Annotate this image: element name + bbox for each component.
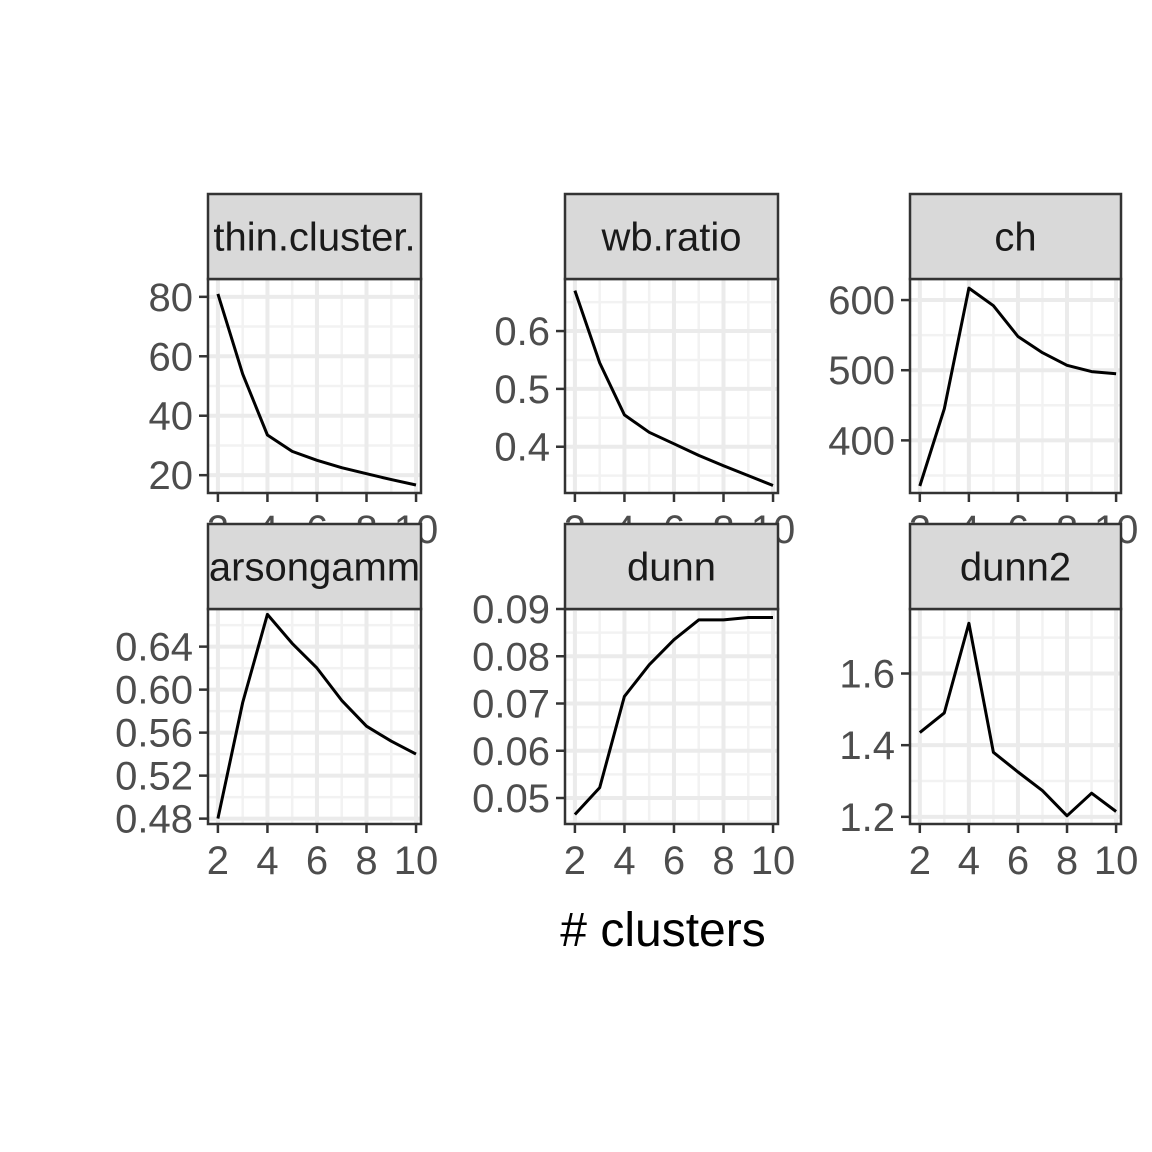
x-tick-label: 6 [1007, 839, 1029, 883]
facet-strip-label: thin.cluster. [213, 216, 415, 260]
facet-strip-label: wb.ratio [600, 216, 741, 260]
y-tick-label: 0.48 [115, 798, 193, 842]
x-axis-title: # clusters [560, 904, 765, 957]
facet-strip [206, 522, 423, 611]
series-line [918, 621, 1117, 818]
x-tick-label: 2 [909, 839, 931, 883]
facet-strip [908, 522, 1123, 611]
y-tick-label: 0.09 [472, 588, 550, 632]
y-tick-label: 0.05 [472, 777, 550, 821]
panel-grid [208, 279, 421, 493]
y-tick-label: 1.6 [839, 653, 895, 697]
facet-strip [908, 192, 1123, 281]
y-tick-label: 0.07 [472, 683, 550, 727]
series-line [573, 616, 773, 816]
x-tick-label: 6 [663, 839, 685, 883]
y-tick-label: 40 [149, 395, 194, 439]
series-line [216, 293, 417, 487]
y-tick-label: 1.2 [839, 796, 895, 840]
panel-grid [910, 279, 1121, 493]
panel-grid [565, 609, 778, 824]
y-tick-label: 20 [149, 454, 194, 498]
facet-strip [563, 192, 780, 281]
facet-strip-label: dunn2 [960, 546, 1071, 590]
y-tick-label: 0.4 [494, 426, 550, 470]
panel-grid [208, 609, 421, 824]
panel-background [910, 279, 1121, 493]
y-tick-label: 0.56 [115, 712, 193, 756]
x-tick-label: 10 [394, 839, 439, 883]
y-tick-label: 60 [149, 335, 194, 379]
x-tick-label: 10 [751, 839, 796, 883]
x-tick-label: 6 [306, 839, 328, 883]
facet-strip [563, 522, 780, 611]
x-tick-label: 4 [613, 839, 635, 883]
x-tick-label: 8 [712, 839, 734, 883]
facet-panel-6: dunn2 1.2 1.4 1.6 2 4 6 8 10 [839, 522, 1139, 883]
x-tick-label: 2 [564, 839, 586, 883]
facet-strip-label: ch [994, 216, 1036, 260]
facet-strip [206, 192, 423, 281]
y-tick-label: 0.06 [472, 730, 550, 774]
series-line [573, 290, 774, 487]
y-tick-label: 0.6 [494, 310, 550, 354]
x-tick-label: 10 [1094, 839, 1139, 883]
y-tick-label: 0.64 [115, 626, 193, 670]
facet-panel-1: thin.cluster.20406080246810 [149, 192, 438, 552]
x-tick-label: 8 [1056, 839, 1078, 883]
series-line [216, 612, 417, 819]
y-tick-label: 600 [828, 279, 895, 323]
series-line [918, 286, 1117, 487]
panel-background [565, 279, 778, 493]
x-tick-label: 4 [256, 839, 278, 883]
y-tick-label: 0.52 [115, 755, 193, 799]
y-tick-label: 80 [149, 276, 194, 320]
facet-panel-5: dunn 0.050.060.070.080.09 2 4 6 8 10 [472, 522, 796, 883]
x-tick-label: 2 [207, 839, 229, 883]
y-tick-label: 0.60 [115, 669, 193, 713]
x-tick-label: 4 [958, 839, 980, 883]
facet-panel-4: arsongamm 0.480.520.560.600.64 2 4 6 8 10 [115, 522, 439, 883]
facet-strip-label: dunn [627, 546, 716, 590]
panel-grid [565, 279, 778, 493]
facet-strip-label: arsongamm [209, 546, 420, 590]
y-tick-label: 0.08 [472, 635, 550, 679]
panel-grid [910, 609, 1121, 824]
facet-panel-3: ch400500600246810 [828, 192, 1138, 552]
y-tick-label: 0.5 [494, 368, 550, 412]
facet-panels: thin.cluster.20406080246810wb.ratio0.40.… [115, 192, 1139, 883]
y-tick-label: 1.4 [839, 724, 895, 768]
y-tick-label: 500 [828, 349, 895, 393]
y-tick-label: 400 [828, 419, 895, 463]
x-tick-label: 8 [355, 839, 377, 883]
